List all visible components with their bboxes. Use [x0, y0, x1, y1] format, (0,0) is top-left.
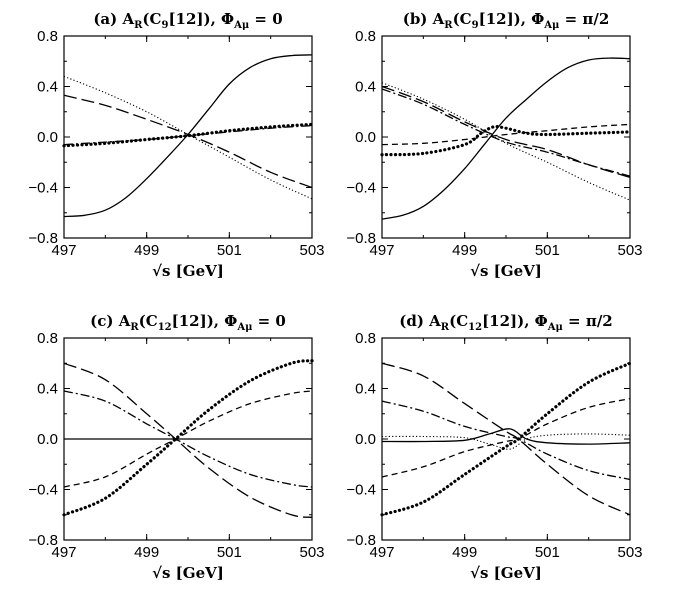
- series-thick-dot-line: [380, 125, 632, 157]
- y-tick-label: 0.4: [37, 79, 58, 96]
- y-tick-label: −0.4: [346, 482, 376, 499]
- panel-a: (a) AR(C9[12]), ΦAμ = 0 −0.8 −0.4 0.0 0.4 0.8…: [28, 10, 324, 280]
- y-tick-label: −0.8: [28, 230, 58, 247]
- y-tick-label: 0.4: [355, 381, 376, 398]
- x-tick-label: 501: [217, 242, 242, 259]
- y-tick-label: 0.0: [37, 431, 58, 448]
- title-part: Aμ: [543, 20, 559, 31]
- series-dotted-line: [381, 433, 631, 450]
- y-tick-label: −0.4: [346, 180, 376, 197]
- x-tick-label: 501: [535, 544, 560, 561]
- panel-title: (b) AR(C9[12]), ΦAμ = π/2: [403, 10, 610, 31]
- title-part: [12]), Φ: [482, 312, 548, 330]
- title-part: Aμ: [233, 20, 249, 31]
- title-part: (C: [453, 10, 472, 28]
- series-dash-dot-line: [381, 400, 631, 481]
- panel-title: (a) AR(C9[12]), ΦAμ = 0: [93, 10, 282, 31]
- series-short-dash-line: [381, 123, 631, 146]
- title-part: (c) A: [90, 312, 131, 330]
- y-tick-label: 0.0: [355, 129, 376, 146]
- x-tick-label: 497: [51, 242, 76, 259]
- title-part: 12: [158, 322, 172, 333]
- x-tick-label: 503: [617, 242, 642, 259]
- title-part: (d) A: [399, 312, 441, 330]
- title-part: = π/2: [559, 10, 609, 28]
- panel-c: (c) AR(C12[12]), ΦAμ = 0 −0.8 −0.4 0.0 0.4 0.…: [28, 312, 324, 582]
- title-part: Aμ: [236, 322, 252, 333]
- series-dash-dot-line: [381, 88, 631, 177]
- x-axis-label: √s [GeV]: [470, 564, 542, 582]
- x-tick-label: 503: [299, 544, 324, 561]
- title-part: R: [130, 322, 139, 333]
- y-tick-label: −0.8: [346, 230, 376, 247]
- x-tick-label: 497: [369, 544, 394, 561]
- x-tick-label: 499: [134, 544, 159, 561]
- x-tick-label: 499: [134, 242, 159, 259]
- series-dotted-line: [381, 82, 631, 201]
- plot-frame: [381, 337, 631, 541]
- plot-frame: [63, 35, 313, 239]
- y-tick-label: −0.4: [28, 482, 58, 499]
- series-dotted-line: [63, 75, 313, 200]
- title-part: R: [441, 322, 450, 333]
- x-tick-label: 499: [452, 242, 477, 259]
- x-tick-label: 503: [617, 544, 642, 561]
- title-part: (b) A: [403, 10, 445, 28]
- title-part: 9: [161, 20, 168, 31]
- series-solid-line: [381, 428, 631, 445]
- y-tick-label: 0.8: [37, 28, 58, 45]
- series-solid-line: [381, 57, 631, 220]
- panel-title: (d) AR(C12[12]), ΦAμ = π/2: [399, 312, 613, 333]
- title-part: (C: [449, 312, 468, 330]
- y-tick-label: −0.8: [346, 532, 376, 549]
- y-tick-label: 0.4: [355, 79, 376, 96]
- title-part: 12: [468, 322, 482, 333]
- y-tick-label: 0.8: [37, 330, 58, 347]
- title-part: (C: [139, 312, 158, 330]
- title-part: = 0: [252, 312, 285, 330]
- title-part: (a) A: [93, 10, 134, 28]
- x-tick-label: 497: [369, 242, 394, 259]
- x-axis-label: √s [GeV]: [152, 564, 224, 582]
- series-long-dash-line: [381, 362, 631, 516]
- series-thick-dot-line: [380, 361, 632, 517]
- x-axis-label: √s [GeV]: [470, 262, 542, 280]
- series-long-dash-line: [63, 94, 313, 189]
- series-long-dash-line: [63, 362, 313, 518]
- x-tick-label: 501: [535, 242, 560, 259]
- y-tick-label: 0.0: [37, 129, 58, 146]
- series-thick-dot-line: [62, 359, 314, 517]
- series-short-dash-line: [381, 397, 631, 478]
- panel-b: (b) AR(C9[12]), ΦAμ = π/2 −0.8 −0.4 0.0 0.4 0…: [346, 10, 642, 280]
- y-tick-label: 0.4: [37, 381, 58, 398]
- series-dash-dot-line: [63, 124, 313, 146]
- title-part: R: [134, 20, 143, 31]
- title-part: R: [444, 20, 453, 31]
- series-long-dash-line: [381, 85, 631, 179]
- x-axis-label: √s [GeV]: [152, 262, 224, 280]
- y-tick-label: −0.4: [28, 180, 58, 197]
- y-tick-label: 0.0: [355, 431, 376, 448]
- x-tick-label: 503: [299, 242, 324, 259]
- title-part: (C: [142, 10, 161, 28]
- series-short-dash-line: [63, 390, 313, 488]
- x-tick-label: 497: [51, 544, 76, 561]
- title-part: [12]), Φ: [172, 312, 238, 330]
- y-tick-label: 0.8: [355, 28, 376, 45]
- title-part: 9: [472, 20, 479, 31]
- title-part: = 0: [249, 10, 282, 28]
- title-part: [12]), Φ: [168, 10, 234, 28]
- title-part: [12]), Φ: [479, 10, 545, 28]
- panel-title: (c) AR(C12[12]), ΦAμ = 0: [90, 312, 286, 333]
- title-part: Aμ: [547, 322, 563, 333]
- y-tick-label: 0.8: [355, 330, 376, 347]
- x-tick-label: 501: [217, 544, 242, 561]
- x-tick-label: 499: [452, 544, 477, 561]
- series-dash-dot-line: [63, 390, 313, 488]
- title-part: = π/2: [563, 312, 613, 330]
- panel-d: (d) AR(C12[12]), ΦAμ = π/2 −0.8 −0.4 0.0 0.4…: [346, 312, 642, 582]
- y-tick-label: −0.8: [28, 532, 58, 549]
- plot-frame: [381, 35, 631, 239]
